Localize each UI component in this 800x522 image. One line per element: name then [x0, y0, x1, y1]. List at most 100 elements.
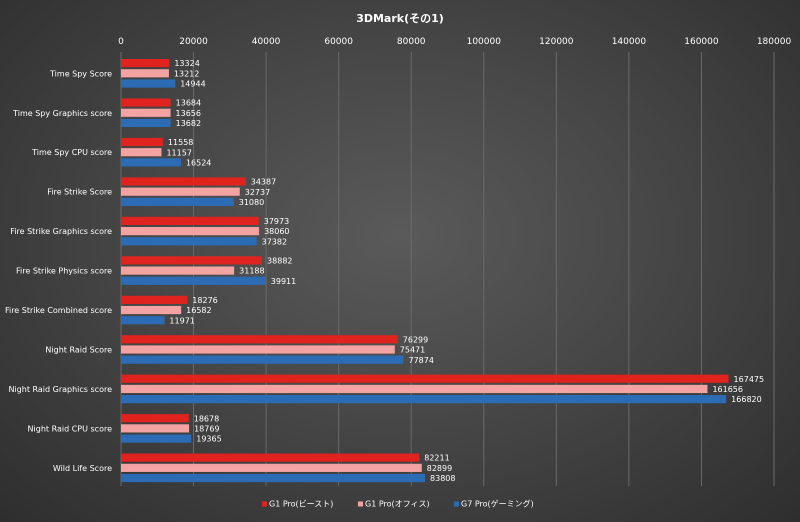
- x-tick-label: 120000: [539, 37, 574, 47]
- data-label: 37382: [262, 237, 287, 246]
- legend-label: G7 Pro(ゲーミング): [461, 499, 534, 509]
- x-tick-label: 180000: [757, 37, 792, 47]
- bar: [121, 355, 404, 364]
- data-label: 37973: [264, 217, 289, 226]
- bar: [121, 187, 240, 196]
- category-labels: Time Spy Score Time Spy Graphics score Tim…: [5, 69, 112, 473]
- data-label: 82899: [427, 464, 452, 473]
- bar: [121, 473, 426, 483]
- x-tick-label: 20000: [179, 37, 208, 47]
- legend-swatch: [454, 501, 459, 507]
- x-axis-ticks: 0 20000 40000 60000 80000 100000 120000 140000 1…: [118, 37, 791, 47]
- data-label: 38060: [264, 227, 289, 236]
- bar: [121, 158, 181, 167]
- category-label: Night Raid Graphics score: [8, 385, 112, 394]
- gridlines: [120, 52, 775, 486]
- bar: [121, 384, 708, 394]
- data-label: 82211: [424, 454, 449, 463]
- data-label: 31188: [239, 267, 264, 276]
- bar: [121, 395, 727, 404]
- x-tick-label: 160000: [684, 37, 719, 47]
- bar: [121, 79, 176, 88]
- data-label: 18769: [194, 424, 219, 433]
- data-label: 31080: [239, 198, 264, 207]
- bars: [121, 59, 729, 483]
- bar: [121, 276, 266, 285]
- bar: [121, 108, 171, 117]
- x-tick-label: 80000: [397, 37, 426, 47]
- data-label: 16524: [186, 159, 211, 168]
- bar: [121, 148, 162, 157]
- data-label: 77874: [409, 356, 434, 365]
- data-label: 13324: [174, 59, 199, 68]
- data-label: 19365: [196, 435, 221, 444]
- data-label: 38882: [267, 256, 292, 265]
- bar: [121, 266, 235, 275]
- bar: [121, 434, 192, 443]
- data-label: 11558: [168, 138, 193, 147]
- data-label: 32737: [245, 188, 270, 197]
- x-tick-label: 0: [118, 37, 124, 47]
- data-label: 18276: [192, 296, 217, 305]
- bar: [121, 424, 190, 433]
- data-label: 14944: [180, 80, 205, 89]
- category-label: Wild Life Score: [53, 464, 112, 473]
- chart-title: 3DMark(その1): [356, 12, 444, 25]
- category-label: Fire Strike Physics score: [16, 267, 112, 276]
- legend-swatch: [358, 501, 363, 507]
- data-label: 76299: [403, 335, 428, 344]
- data-label: 161656: [712, 385, 743, 394]
- category-label: Fire Strike Score: [47, 188, 112, 197]
- data-label: 13682: [176, 119, 201, 128]
- bar: [121, 69, 169, 78]
- bar: [121, 335, 398, 344]
- x-tick-label: 40000: [252, 37, 281, 47]
- data-label: 13684: [176, 99, 201, 108]
- legend: G1 Pro(ビースト) G1 Pro(オフィス) G7 Pro(ゲーミング): [262, 499, 534, 509]
- bar: [121, 453, 420, 462]
- data-label: 39911: [271, 277, 296, 286]
- data-label: 13656: [176, 109, 201, 118]
- data-label: 11971: [169, 316, 194, 325]
- legend-label: G1 Pro(ビースト): [269, 500, 333, 509]
- x-tick-label: 140000: [612, 37, 647, 47]
- bar: [121, 59, 170, 68]
- data-label: 34387: [251, 178, 276, 187]
- bar: [121, 98, 171, 107]
- category-label: Time Spy CPU score: [31, 148, 112, 157]
- bar: [121, 305, 182, 315]
- bar: [121, 137, 163, 147]
- bar: [121, 316, 165, 325]
- data-label: 83808: [430, 474, 455, 483]
- x-tick-label: 60000: [324, 37, 353, 47]
- bar: [121, 463, 422, 472]
- data-label: 16582: [186, 306, 211, 315]
- category-label: Night Raid Score: [45, 345, 112, 354]
- bar: [121, 216, 259, 226]
- data-label: 18678: [194, 414, 219, 423]
- bar: [121, 414, 189, 423]
- bar: [121, 374, 729, 383]
- bar: [121, 227, 260, 236]
- bar: [121, 345, 395, 354]
- legend-swatch: [262, 501, 267, 507]
- category-label: Fire Strike Graphics score: [10, 227, 112, 236]
- data-label: 166820: [731, 395, 762, 404]
- bar: [121, 197, 234, 206]
- data-label: 13212: [174, 69, 199, 78]
- category-label: Fire Strike Combined score: [5, 306, 112, 315]
- legend-label: G1 Pro(オフィス): [365, 500, 430, 509]
- category-label: Time Spy Graphics score: [12, 109, 112, 118]
- x-tick-label: 100000: [467, 37, 502, 47]
- category-label: Time Spy Score: [49, 69, 112, 78]
- bar: [121, 237, 257, 246]
- category-label: Night Raid CPU score: [28, 424, 113, 433]
- data-label: 11157: [166, 148, 191, 157]
- bar: [121, 118, 171, 128]
- bar: [121, 177, 246, 186]
- data-label: 167475: [734, 375, 765, 384]
- bar: [121, 295, 188, 304]
- bar: [121, 256, 263, 265]
